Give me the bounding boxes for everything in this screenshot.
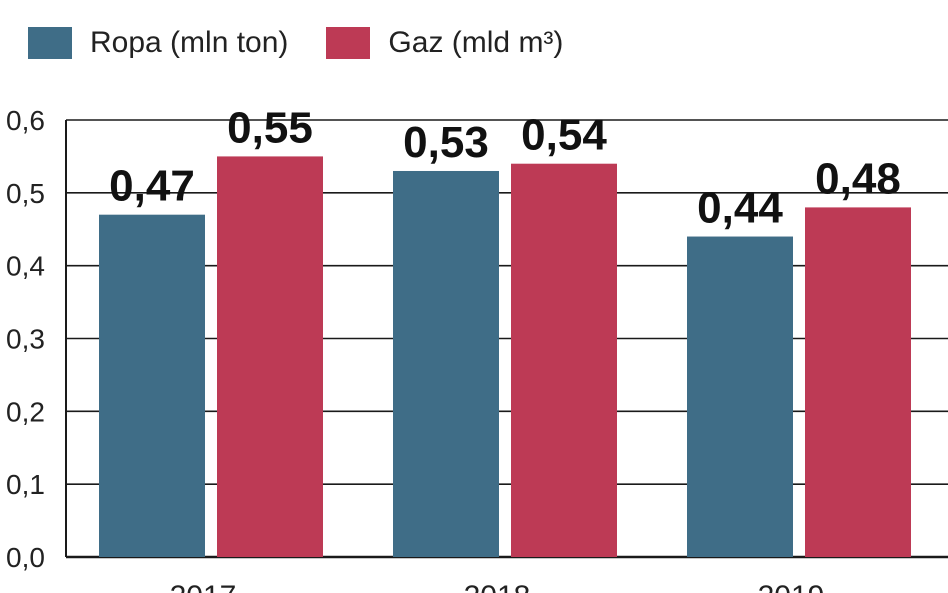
value-label-gaz-2017: 0,55 <box>227 103 313 152</box>
value-label-ropa-2019: 0,44 <box>697 184 783 233</box>
legend-swatch-gaz <box>326 27 371 59</box>
x-tick-label-2018: 2018 <box>464 580 531 593</box>
x-tick-label-2019: 2019 <box>758 580 825 593</box>
bar-gaz-2018 <box>511 163 617 557</box>
bar-gaz-2017 <box>217 156 323 557</box>
legend-swatch-ropa <box>28 27 72 59</box>
y-tick-label-0-5: 0,5 <box>6 178 45 209</box>
bar-ropa-2017 <box>99 214 205 557</box>
y-tick-label-0-4: 0,4 <box>6 251 45 282</box>
value-label-gaz-2019: 0,48 <box>815 154 901 203</box>
x-tick-label-2017: 2017 <box>170 580 237 593</box>
value-label-ropa-2017: 0,47 <box>109 162 195 211</box>
y-tick-label-0-6: 0,6 <box>6 105 45 136</box>
y-tick-label-0-0: 0,0 <box>6 542 45 573</box>
y-tick-label-0-3: 0,3 <box>6 324 45 355</box>
legend-label-ropa: Ropa (mln ton) <box>90 26 289 59</box>
bar-gaz-2019 <box>805 207 911 557</box>
legend-item-gaz: Gaz (mld m³) <box>326 26 563 60</box>
value-label-ropa-2018: 0,53 <box>403 118 489 167</box>
bar-ropa-2019 <box>687 236 793 558</box>
y-tick-label-0-1: 0,1 <box>6 469 45 500</box>
chart-legend: Ropa (mln ton) Gaz (mld m³) <box>28 26 601 60</box>
legend-label-gaz: Gaz (mld m³) <box>388 26 564 59</box>
value-label-gaz-2018: 0,54 <box>521 111 607 160</box>
legend-item-ropa: Ropa (mln ton) <box>28 26 288 60</box>
y-tick-label-0-2: 0,2 <box>6 396 45 427</box>
bar-ropa-2018 <box>393 170 499 557</box>
